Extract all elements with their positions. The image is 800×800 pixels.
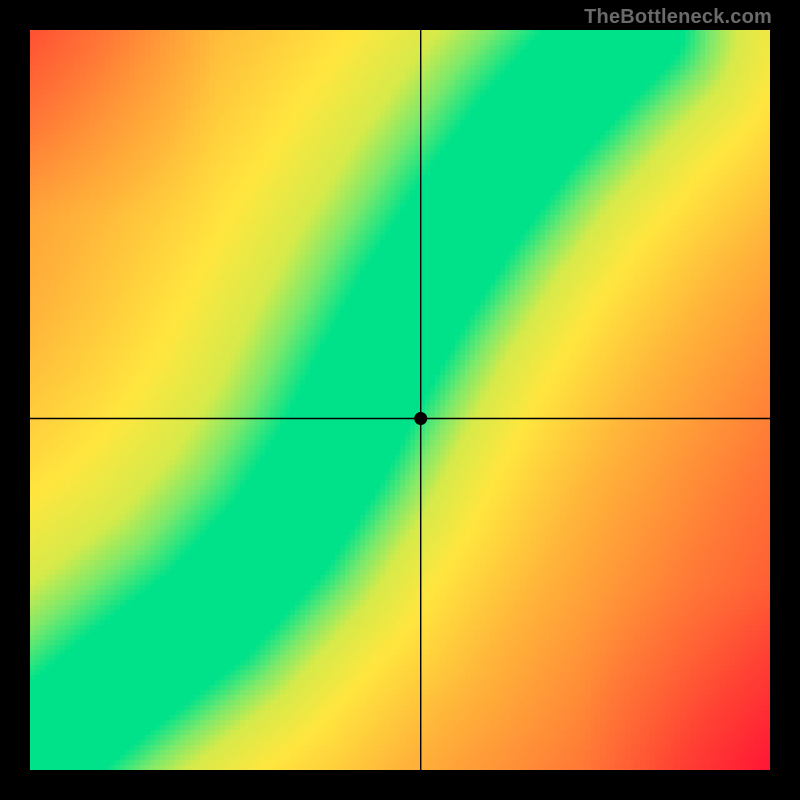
bottleneck-heatmap [30,30,770,770]
chart-root: TheBottleneck.com [0,0,800,800]
watermark-text: TheBottleneck.com [584,6,772,29]
